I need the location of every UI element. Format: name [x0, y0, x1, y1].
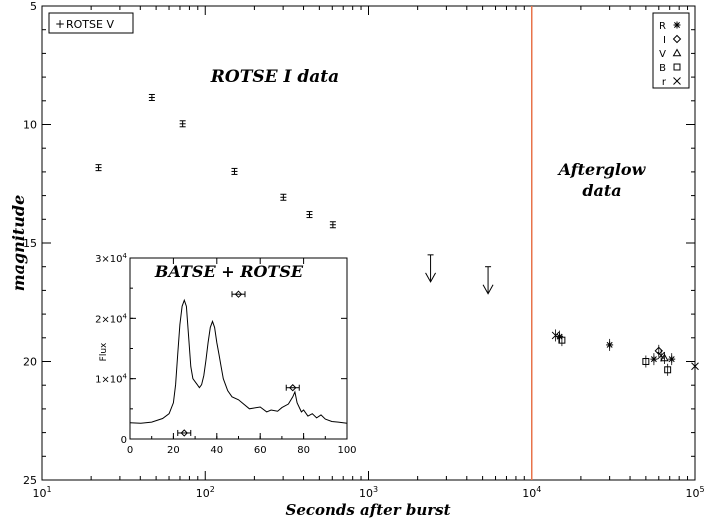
legend-rotse-label: ROTSE V: [66, 18, 114, 31]
legend-filter-symbol: [673, 77, 681, 85]
inset-y-tick-label: 2×104: [95, 312, 127, 325]
inset-background: [88, 240, 388, 470]
legend-filter-label: r: [662, 77, 667, 88]
legend-filter-label: R: [659, 21, 666, 32]
afterglow-label-line1: Afterglow: [557, 160, 647, 179]
x-tick-label: 103: [359, 485, 378, 500]
inset-title: BATSE + ROTSE: [154, 262, 304, 281]
legend-filter-symbol: [672, 34, 682, 44]
upper-limits: [425, 254, 494, 295]
inset-point: [180, 429, 188, 437]
x-tick-label: 102: [196, 485, 215, 500]
rotse-points: [95, 93, 336, 229]
inset-y-tick-label: 3×104: [95, 252, 127, 265]
legend-filters-box: [652, 12, 690, 89]
upper-limit-arrowhead: [482, 284, 494, 295]
afterglow-label-line2: data: [582, 181, 621, 200]
inset-point: [289, 384, 297, 392]
legend-filter-symbol: [674, 22, 680, 28]
inset-y-tick-label: 0: [121, 435, 127, 446]
afterglow-points: [551, 329, 699, 376]
x-axis-label: Seconds after burst: [285, 501, 450, 519]
inset-x-tick-label: 0: [127, 445, 133, 456]
y-tick-label: 20: [23, 356, 37, 369]
inset-point: [234, 290, 243, 298]
inset-axis-ticks: [129, 257, 348, 440]
inset-tick-labels: 0 20 40 60 80 100 0 1×104 2×104 3×104: [95, 252, 356, 456]
main-axis-ticks: [41, 5, 696, 481]
x-tick-label: 101: [32, 485, 51, 500]
y-tick-label: 25: [23, 474, 37, 487]
inset-y-tick-label: 1×104: [95, 373, 127, 386]
legend-filter-label: B: [659, 63, 666, 74]
inset-x-tick-label: 40: [210, 445, 223, 456]
legend-filter-symbol: [673, 63, 681, 71]
inset-x-tick-label: 60: [254, 445, 267, 456]
legend-rotse-box: [48, 12, 134, 34]
inset-points: [177, 290, 300, 437]
inset-x-tick-label: 80: [297, 445, 310, 456]
legend-rotse-symbol: +: [55, 17, 65, 31]
y-tick-label: 5: [30, 0, 37, 13]
y-tick-label: 10: [23, 119, 37, 132]
upper-limit-arrowhead: [425, 272, 437, 283]
legend-filter-label: I: [663, 35, 666, 46]
legend-filter-label: V: [659, 49, 666, 60]
rotse-data-label: ROTSE I data: [210, 67, 339, 87]
inset-x-tick-label: 100: [337, 445, 356, 456]
inset-y-axis-label: Flux: [99, 342, 109, 361]
x-tick-label: 105: [685, 485, 704, 500]
y-tick-label: 15: [23, 237, 37, 250]
x-tick-label: 104: [522, 485, 541, 500]
inset-flux-curve: [129, 298, 348, 424]
y-axis-label: magnitude: [9, 195, 28, 292]
inset-x-tick-label: 20: [167, 445, 180, 456]
legend-filter-symbol: [672, 48, 682, 57]
